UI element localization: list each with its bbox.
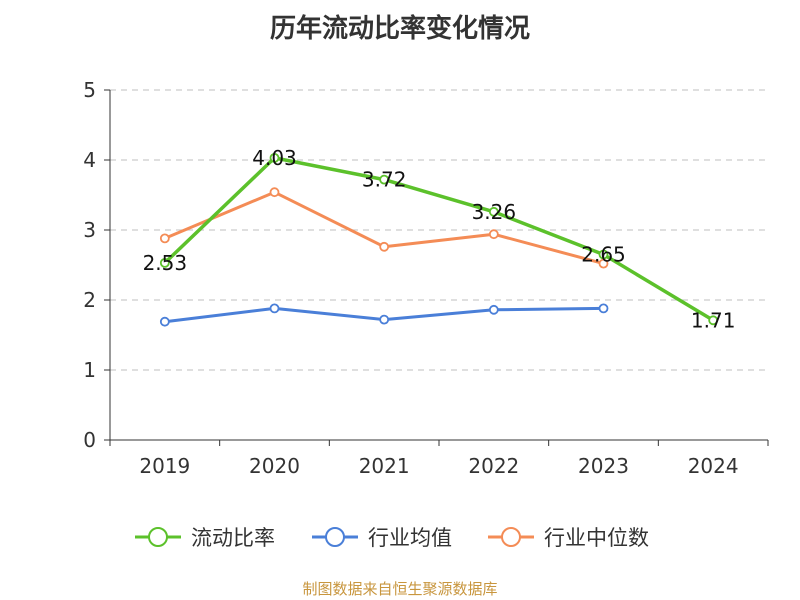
- source-note: 制图数据来自恒生聚源数据库: [302, 580, 498, 598]
- legend-marker: [148, 527, 168, 547]
- legend-label: 行业均值: [368, 526, 452, 550]
- legend-item-0: 流动比率: [135, 526, 275, 550]
- data-point-2-2019: [159, 233, 170, 244]
- data-point-1-2023: [598, 303, 609, 314]
- x-tick-label-2020: 2020: [249, 454, 300, 478]
- y-tick-label: 5: [83, 78, 96, 102]
- data-label-2021: 3.72: [362, 168, 407, 192]
- data-point-0-2019: [159, 257, 170, 268]
- x-tick-label-2022: 2022: [468, 454, 519, 478]
- x-tick-label-2024: 2024: [688, 454, 739, 478]
- y-tick-label: 2: [83, 288, 96, 312]
- legend-marker: [501, 527, 521, 547]
- legend-label: 行业中位数: [544, 526, 649, 550]
- data-point-2-2020: [269, 187, 280, 198]
- data-point-1-2022: [488, 304, 499, 315]
- data-point-0-2021: [379, 174, 390, 185]
- data-label-2022: 3.26: [472, 200, 517, 224]
- data-point-0-2020: [269, 152, 280, 163]
- data-point-0-2023: [598, 249, 609, 260]
- data-point-1-2021: [379, 314, 390, 325]
- x-tick-label-2021: 2021: [359, 454, 410, 478]
- x-tick-label-2019: 2019: [139, 454, 190, 478]
- data-point-2-2022: [488, 229, 499, 240]
- chart-title: 历年流动比率变化情况: [269, 14, 530, 44]
- y-tick-label: 0: [83, 428, 96, 452]
- data-label-2023: 2.65: [581, 243, 626, 267]
- data-point-1-2020: [269, 303, 280, 314]
- legend-marker: [325, 527, 345, 547]
- data-label-2019: 2.53: [143, 251, 188, 275]
- x-tick-label-2023: 2023: [578, 454, 629, 478]
- data-point-0-2024: [708, 315, 719, 326]
- legend-label: 流动比率: [191, 526, 275, 550]
- y-tick-label: 1: [83, 358, 96, 382]
- legend-item-1: 行业均值: [312, 526, 452, 550]
- y-tick-label: 3: [83, 218, 96, 242]
- legend-item-2: 行业中位数: [488, 526, 649, 550]
- data-point-0-2022: [488, 206, 499, 217]
- data-point-2-2023: [598, 258, 609, 269]
- y-tick-label: 4: [83, 148, 96, 172]
- data-label-2024: 1.71: [691, 308, 736, 332]
- data-point-2-2021: [379, 241, 390, 252]
- data-point-1-2019: [159, 316, 170, 327]
- data-label-2020: 4.03: [252, 146, 297, 170]
- series-line-0: [163, 156, 715, 322]
